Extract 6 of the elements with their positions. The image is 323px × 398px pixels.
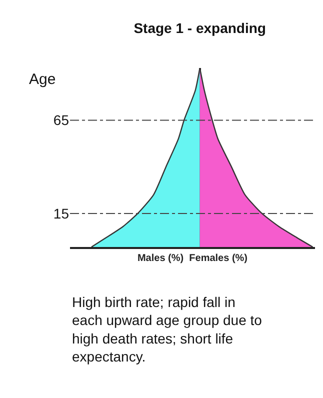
y-tick-label: 15 <box>53 205 70 222</box>
text: High birth rate; rapid fall in each upward age group due to high death rates; short life expectancy. <box>72 294 262 365</box>
chart-title: Stage 1 - expanding <box>134 20 266 36</box>
y-axis-title: Age <box>29 71 56 88</box>
x-axis-title: Males (%) Females (%) <box>137 252 248 264</box>
y-tick-label: 65 <box>53 112 70 128</box>
